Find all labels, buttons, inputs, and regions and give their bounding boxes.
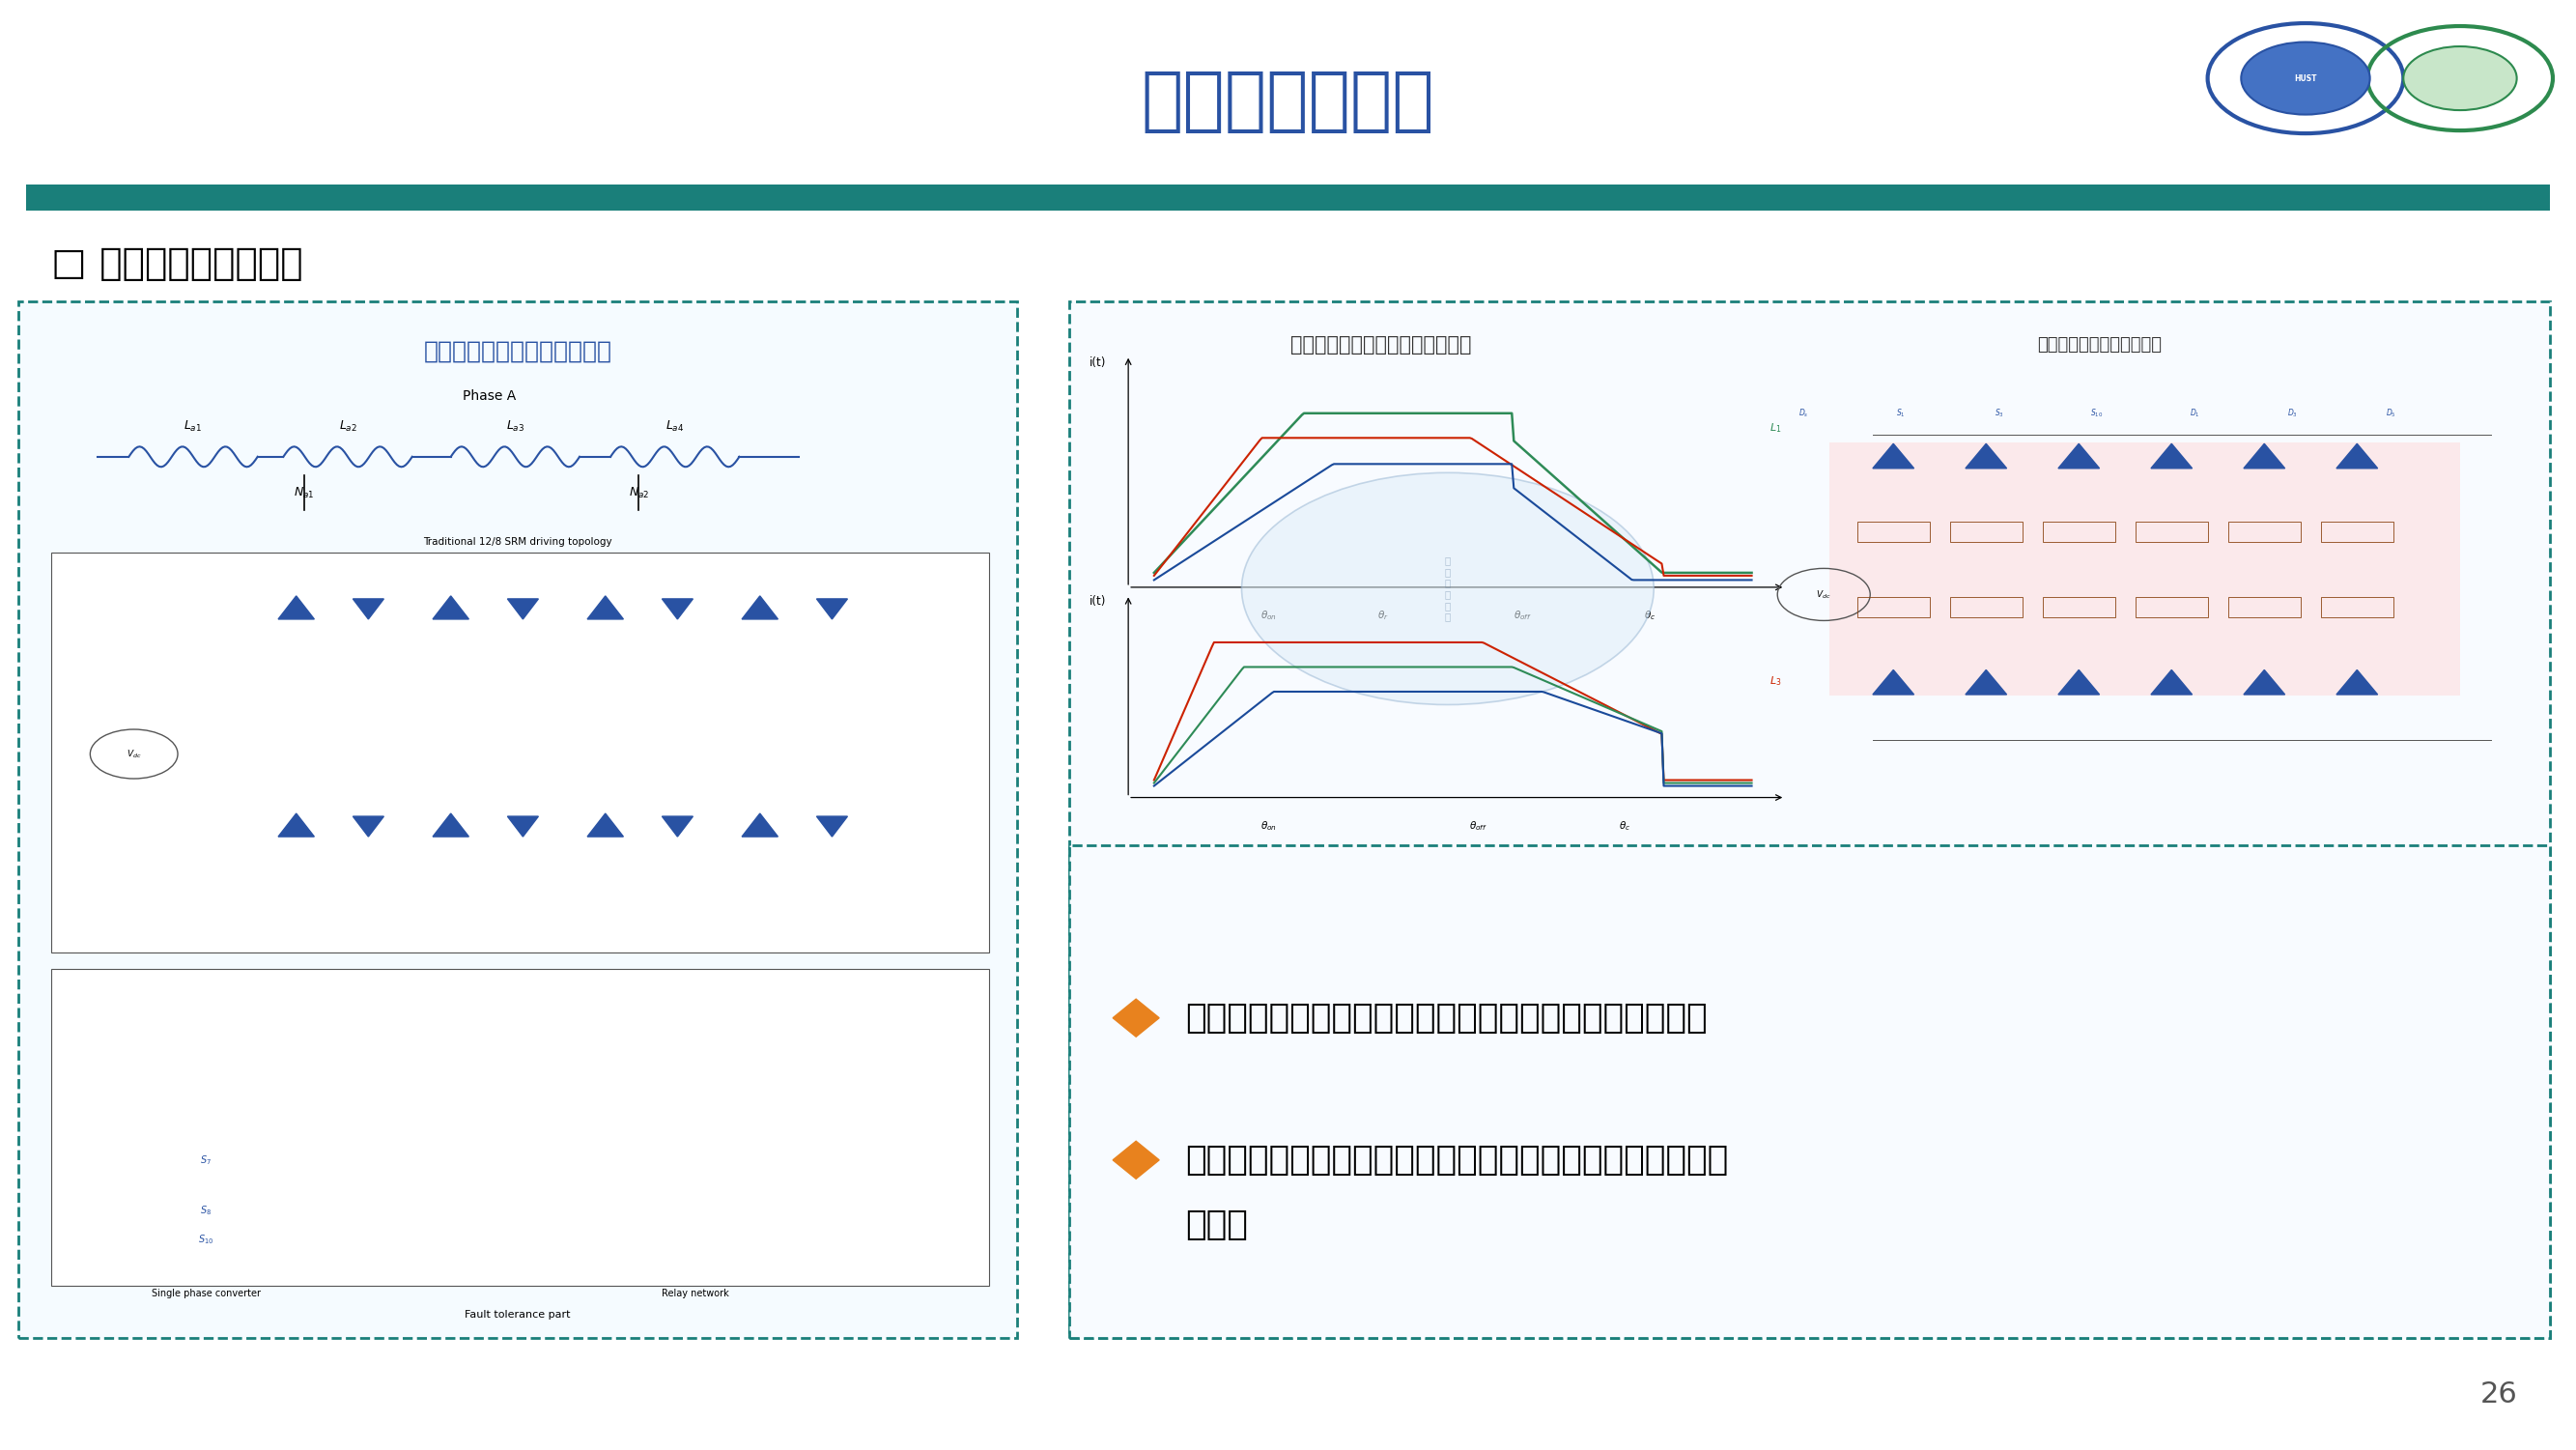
Polygon shape [353,599,384,619]
Polygon shape [507,816,538,837]
Text: $\theta_c$: $\theta_c$ [1643,609,1656,622]
Polygon shape [662,599,693,619]
Text: HUST: HUST [2295,74,2316,83]
Polygon shape [2151,670,2192,695]
Text: i(t): i(t) [1090,596,1105,608]
Text: $V_{dc}$: $V_{dc}$ [126,748,142,760]
Text: $L_{a4}$: $L_{a4}$ [665,419,685,434]
Polygon shape [1873,444,1914,468]
Polygon shape [817,816,848,837]
Polygon shape [278,813,314,837]
Polygon shape [433,813,469,837]
Polygon shape [742,596,778,619]
Polygon shape [2336,670,2378,695]
Text: $S_8$: $S_8$ [201,1204,211,1218]
Text: $D_1$: $D_1$ [2190,407,2200,419]
Text: 中
国
电
工
学
会: 中 国 电 工 学 会 [1445,555,1450,622]
Text: □ 绕组分段式故障容错: □ 绕组分段式故障容错 [52,245,304,283]
Polygon shape [2336,444,2378,468]
Polygon shape [2058,670,2099,695]
Text: $\theta_c$: $\theta_c$ [1618,819,1631,832]
Text: 分段式绕组容错型变换器拓扑: 分段式绕组容错型变换器拓扑 [422,339,613,362]
FancyBboxPatch shape [18,302,1018,1338]
Text: $L_1$: $L_1$ [1770,420,1783,435]
Text: 26: 26 [2481,1380,2517,1409]
Text: $V_{dc}$: $V_{dc}$ [1816,589,1832,600]
Text: $S_7$: $S_7$ [201,1153,211,1167]
Text: 故障容错与控制: 故障容错与控制 [1141,68,1435,135]
Text: 容错运行下的电感变化与电流调控: 容错运行下的电感变化与电流调控 [1291,335,1471,355]
Text: Single phase converter: Single phase converter [152,1289,260,1298]
Text: $D_3$: $D_3$ [2287,407,2298,419]
Polygon shape [1113,999,1159,1037]
Text: Relay network: Relay network [662,1289,729,1298]
Polygon shape [278,596,314,619]
Text: $\theta_{off}$: $\theta_{off}$ [1468,819,1486,832]
Text: $D_5$: $D_5$ [2385,407,2396,419]
Text: $N_{a2}$: $N_{a2}$ [629,486,649,500]
Text: 在分段式绕组结构的基础上，实现故障诊断与容错一体化: 在分段式绕组结构的基础上，实现故障诊断与容错一体化 [1185,1002,1708,1034]
Circle shape [1242,473,1654,705]
Text: $L_3$: $L_3$ [1770,674,1783,689]
Polygon shape [2244,444,2285,468]
Polygon shape [1873,670,1914,695]
Polygon shape [433,596,469,619]
Circle shape [2241,42,2370,115]
Text: $S_1$: $S_1$ [1896,407,1906,419]
Text: $L_{a3}$: $L_{a3}$ [505,419,526,434]
Polygon shape [742,813,778,837]
Text: $L_{a2}$: $L_{a2}$ [337,419,358,434]
Text: $\theta_{on}$: $\theta_{on}$ [1260,609,1278,622]
Text: $N_{a1}$: $N_{a1}$ [294,486,314,500]
Text: Traditional 12/8 SRM driving topology: Traditional 12/8 SRM driving topology [422,538,613,547]
Text: 错控制: 错控制 [1185,1209,1247,1241]
Text: 极端故障工况及其容错控制: 极端故障工况及其容错控制 [2038,336,2161,354]
Text: 实现极端故障和多种复杂混合故障下的功率变换器重构与容: 实现极端故障和多种复杂混合故障下的功率变换器重构与容 [1185,1144,1728,1176]
FancyBboxPatch shape [1829,442,2460,696]
Polygon shape [662,816,693,837]
Polygon shape [817,599,848,619]
Polygon shape [1965,670,2007,695]
Text: Fault tolerance part: Fault tolerance part [464,1311,572,1320]
Text: $\theta_{off}$: $\theta_{off}$ [1515,609,1533,622]
Text: $\theta_r$: $\theta_r$ [1378,609,1388,622]
FancyBboxPatch shape [52,969,989,1286]
Text: $L_{a1}$: $L_{a1}$ [183,419,204,434]
Polygon shape [1113,1141,1159,1179]
Circle shape [2403,46,2517,110]
FancyBboxPatch shape [1069,302,2550,1338]
Text: i(t): i(t) [1090,357,1105,368]
Polygon shape [353,816,384,837]
Text: $S_3$: $S_3$ [1994,407,2004,419]
Text: Phase A: Phase A [464,389,515,403]
Text: $S_{10}$: $S_{10}$ [2089,407,2105,419]
Polygon shape [587,813,623,837]
Text: $\theta_{on}$: $\theta_{on}$ [1260,819,1278,832]
Polygon shape [2058,444,2099,468]
Polygon shape [2151,444,2192,468]
Text: $S_{10}$: $S_{10}$ [198,1232,214,1247]
FancyBboxPatch shape [52,552,989,953]
FancyBboxPatch shape [1069,845,2550,1338]
Polygon shape [2244,670,2285,695]
Polygon shape [587,596,623,619]
Polygon shape [507,599,538,619]
Text: $D_s$: $D_s$ [1798,407,1808,419]
Polygon shape [1965,444,2007,468]
FancyBboxPatch shape [26,184,2550,210]
